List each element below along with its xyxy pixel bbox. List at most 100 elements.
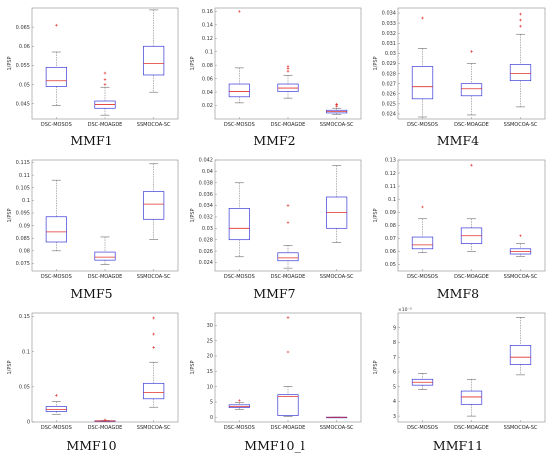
y-axis-label: 1/PSP bbox=[7, 360, 13, 374]
outlier-dsc-mosos bbox=[238, 10, 241, 13]
box-dsc-moagde bbox=[277, 394, 299, 416]
x-category-label-ssmocoa-sc: SSMOCOA-SC bbox=[320, 122, 354, 128]
x-category-label-ssmocoa-sc: SSMOCOA-SC bbox=[320, 425, 354, 431]
y-tick-label: 3 bbox=[393, 414, 396, 420]
y-tick-label: 0.1 bbox=[205, 49, 213, 55]
y-tick-label: 4 bbox=[393, 399, 396, 405]
y-tick-label: 5 bbox=[393, 384, 396, 390]
box-dsc-mosos bbox=[411, 378, 434, 386]
y-tick-label: 0 bbox=[27, 420, 30, 426]
y-tick-label: 0.14 bbox=[202, 23, 213, 29]
y-scale-multiplier: ×10⁻³ bbox=[398, 307, 412, 313]
x-category-label-ssmocoa-sc: SSMOCOA-SC bbox=[504, 274, 538, 280]
x-category-label-dsc-mosos: DSC-MOSOS bbox=[407, 274, 438, 280]
y-tick-label: 0.028 bbox=[382, 71, 396, 77]
y-axis-label: 1/PSP bbox=[7, 208, 13, 222]
boxplot-svg-mmf5: 0.075 0.08 0.085 0.09 0.095 0.1 0.105 0.11 0.115… bbox=[7, 159, 179, 280]
y-tick-label: 0.15 bbox=[19, 314, 30, 320]
y-tick-label: 0.03 bbox=[385, 51, 396, 57]
outlier-ssmocoa-sc bbox=[519, 234, 522, 238]
y-tick-label: 0.031 bbox=[382, 41, 396, 47]
y-axis-label: 1/PSP bbox=[7, 56, 13, 70]
panel-label-mmf11: MMF11 bbox=[432, 438, 484, 453]
box-ssmocoa-sc bbox=[509, 64, 532, 82]
y-tick-label: 0.1 bbox=[388, 197, 396, 203]
y-tick-label: 0.02 bbox=[202, 103, 213, 109]
x-category-label-dsc-mosos: DSC-MOSOS bbox=[41, 425, 72, 431]
y-tick-label: 0.06 bbox=[19, 44, 30, 50]
x-category-label-dsc-moagde: DSC-MOAGDE bbox=[88, 122, 123, 128]
y-tick-label: 0.11 bbox=[19, 173, 30, 179]
x-category-label-ssmocoa-sc: SSMOCOA-SC bbox=[137, 122, 171, 128]
outlier-ssmocoa-sc bbox=[519, 18, 522, 22]
y-tick-label: 0.055 bbox=[16, 63, 30, 69]
box-dsc-moagde bbox=[460, 390, 483, 405]
y-tick-label: 0.095 bbox=[16, 211, 30, 217]
panel-label-mmf4: MMF4 bbox=[436, 133, 480, 148]
panel-label-mmf1: MMF1 bbox=[70, 133, 113, 148]
panel-mmf2: 0.02 0.04 0.06 0.08 0.1 0.12 0.14 0.16 1/PSP DSC-… bbox=[183, 0, 366, 152]
panel-label-mmf10: MMF10 bbox=[66, 438, 117, 453]
boxplot-svg-mmf11: 3 4 5 6 7 8 9 1/PSP ×10⁻³ DSC-MOSOS DSC-MOAGDE SSMO… bbox=[373, 307, 546, 431]
box-dsc-mosos bbox=[411, 236, 434, 250]
boxplot-svg-mmf2: 0.02 0.04 0.06 0.08 0.1 0.12 0.14 0.16 1/PSP DSC-… bbox=[190, 7, 362, 128]
y-tick-label: 0.05 bbox=[19, 385, 30, 391]
y-tick-label: 0.025 bbox=[382, 102, 396, 108]
y-tick-label: 0.16 bbox=[202, 9, 213, 15]
x-category-label-dsc-moagde: DSC-MOAGDE bbox=[271, 425, 306, 431]
y-tick-label: 0.06 bbox=[385, 249, 396, 255]
boxplot-svg-mmf7: 0.024 0.026 0.028 0.03 0.032 0.034 0.036 0.038 0… bbox=[190, 158, 362, 280]
y-tick-label: 15 bbox=[207, 369, 213, 375]
y-tick-label: 0.03 bbox=[202, 226, 213, 232]
outlier-dsc-mosos bbox=[421, 205, 424, 209]
box-dsc-mosos bbox=[45, 66, 67, 87]
y-tick-label: 0.085 bbox=[16, 236, 30, 242]
x-category-label-dsc-mosos: DSC-MOSOS bbox=[407, 425, 438, 431]
panel-label-mmf10-l: MMF10_l bbox=[244, 438, 305, 453]
outlier-dsc-moagde bbox=[470, 50, 473, 53]
y-tick-label: 0.024 bbox=[382, 112, 396, 118]
outlier-dsc-moagde bbox=[286, 69, 290, 73]
boxplot-svg-mmf8: 0.05 0.06 0.07 0.08 0.09 0.1 0.11 0.12 0.13 1/PSP… bbox=[373, 158, 546, 280]
x-category-label-ssmocoa-sc: SSMOCOA-SC bbox=[504, 425, 538, 431]
y-tick-label: 0.034 bbox=[199, 203, 213, 209]
y-tick-label: 0.13 bbox=[385, 158, 396, 164]
x-category-label-dsc-moagde: DSC-MOAGDE bbox=[271, 122, 306, 128]
y-tick-label: 0.038 bbox=[199, 180, 213, 186]
y-tick-label: 0.08 bbox=[385, 223, 396, 229]
y-tick-label: 0.07 bbox=[385, 236, 396, 242]
y-tick-label: 6 bbox=[393, 370, 396, 376]
outlier-ssmocoa-sc bbox=[519, 12, 522, 16]
y-tick-label: 0.026 bbox=[199, 249, 213, 255]
outlier-dsc-moagde bbox=[103, 418, 107, 422]
panel-label-mmf5: MMF5 bbox=[70, 286, 113, 301]
panel-mmf10: 0 0.05 0.1 0.15 1/PSP DSC-MOSOS DSC-MOAGDE SSMO… bbox=[0, 305, 183, 457]
y-tick-label: 0.075 bbox=[16, 261, 30, 267]
outlier-ssmocoa-sc bbox=[335, 102, 338, 106]
y-tick-label: 0.11 bbox=[385, 184, 396, 190]
plot-frame bbox=[31, 312, 179, 423]
y-tick-label: 7 bbox=[393, 355, 396, 361]
outlier-dsc-mosos bbox=[55, 23, 58, 27]
outlier-dsc-moagde bbox=[103, 78, 107, 81]
x-category-label-dsc-mosos: DSC-MOSOS bbox=[224, 425, 255, 431]
outlier-dsc-mosos bbox=[55, 393, 58, 397]
y-tick-label: 0.065 bbox=[16, 25, 30, 31]
x-category-label-dsc-moagde: DSC-MOAGDE bbox=[271, 274, 306, 280]
y-tick-label: 0.033 bbox=[382, 21, 396, 27]
y-tick-label: 0 bbox=[210, 415, 213, 421]
outlier-dsc-moagde bbox=[286, 204, 290, 207]
y-tick-label: 0.105 bbox=[16, 185, 30, 191]
x-category-label-dsc-moagde: DSC-MOAGDE bbox=[454, 122, 489, 128]
y-tick-label: 0.032 bbox=[382, 31, 396, 37]
y-tick-label: 0.06 bbox=[202, 76, 213, 82]
box-dsc-mosos bbox=[228, 208, 250, 241]
y-axis-label: 1/PSP bbox=[373, 208, 379, 222]
y-tick-label: 0.04 bbox=[202, 90, 213, 96]
y-tick-label: 0.12 bbox=[202, 36, 213, 42]
box-dsc-moagde bbox=[94, 251, 116, 261]
box-dsc-moagde bbox=[460, 227, 483, 244]
box-dsc-moagde bbox=[277, 252, 299, 262]
panel-label-mmf7: MMF7 bbox=[253, 286, 296, 301]
